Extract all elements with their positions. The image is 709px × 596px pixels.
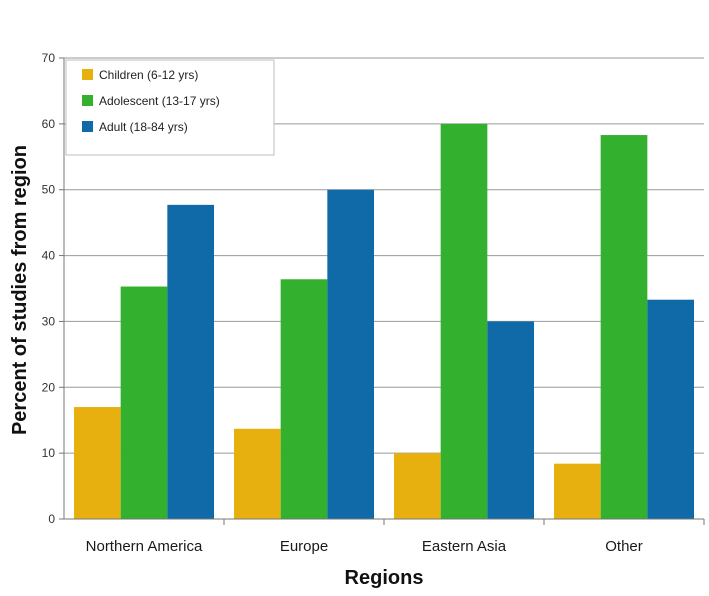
bar [327,189,374,519]
bar [440,123,488,519]
bar [647,299,694,519]
x-category-labels: Northern America Europe Eastern Asia Other [86,538,643,555]
y-tick-label: 40 [42,249,56,263]
axes [63,58,704,520]
bar [487,321,534,519]
legend-label: Children (6-12 yrs) [99,68,198,82]
legend-box [65,59,275,156]
bar [167,204,214,519]
bar [74,407,121,519]
y-tick-label: 10 [42,446,56,460]
x-category-label: Other [605,538,643,555]
bar [280,279,328,519]
legend-swatch [82,69,93,80]
legend: Children (6-12 yrs) Adolescent (13-17 yrs… [65,59,275,156]
bar [120,286,168,519]
y-tick-label: 60 [42,117,56,131]
y-tick-label: 30 [42,314,56,328]
y-tick-label: 20 [42,380,56,394]
x-category-label: Northern America [86,538,203,555]
legend-swatch [82,121,93,132]
bar [394,453,441,519]
y-tick-labels: 0 10 20 30 40 50 60 70 [42,51,56,526]
y-tick-label: 70 [42,51,56,65]
y-tick-label: 0 [48,512,55,526]
x-category-label: Eastern Asia [422,538,507,555]
bars [74,123,694,519]
legend-swatch [82,95,93,106]
legend-label: Adolescent (13-17 yrs) [99,94,220,108]
bar [554,463,601,519]
bar [600,135,648,519]
x-category-label: Europe [280,538,328,555]
y-axis-title: Percent of studies from region [9,145,31,435]
x-axis-title: Regions [345,567,424,589]
legend-label: Adult (18-84 yrs) [99,120,188,134]
bar [234,428,281,519]
y-tick-label: 50 [42,183,56,197]
